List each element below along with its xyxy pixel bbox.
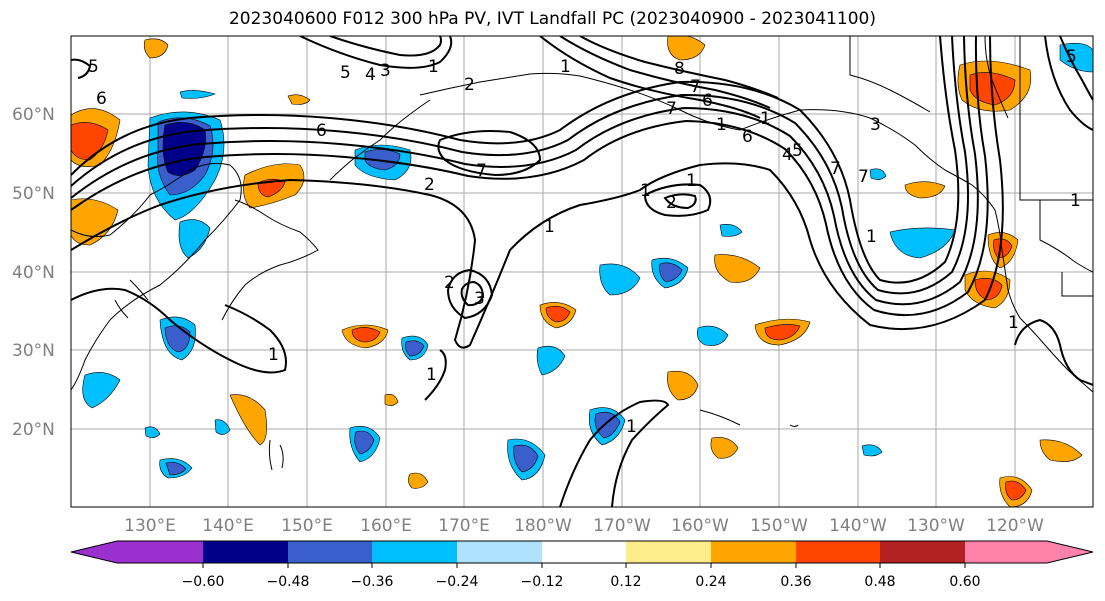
contour-label: 1 <box>1070 191 1081 211</box>
lon-label: 150°E <box>281 516 333 536</box>
contour-label: 2 <box>444 273 455 293</box>
colorbar-tick-label: 0.12 <box>610 574 641 590</box>
contour-labels: 5 6 5 4 3 1 2 6 7 6 8 7 6 4 5 2 1 7 1 2 … <box>88 47 1081 437</box>
colorbar-tick-label: 0.24 <box>695 574 726 590</box>
lat-label-60n: 60°N <box>12 105 55 125</box>
contour-label: 7 <box>476 161 487 181</box>
colorbar-segment <box>965 541 1047 563</box>
colorbar-segment <box>1047 541 1093 563</box>
graticule <box>71 36 1093 507</box>
colorbar-tick-label: −0.12 <box>521 574 564 590</box>
contour-label: 1 <box>640 181 651 201</box>
contour-label: 1 <box>560 57 571 77</box>
pv-fill-positive <box>71 36 1083 507</box>
contour-label: 1 <box>716 115 727 135</box>
colorbar-tick-label: −0.48 <box>267 574 310 590</box>
lat-label-30n: 30°N <box>12 341 55 361</box>
contour-label: 3 <box>380 61 391 81</box>
contour-label: 7 <box>666 99 677 119</box>
lon-label: 130°E <box>124 516 176 536</box>
map-frame <box>70 35 1094 508</box>
colorbar-segment <box>711 541 796 563</box>
colorbar-segment <box>626 541 711 563</box>
contour-label: 3 <box>870 115 881 135</box>
lat-label-40n: 40°N <box>12 263 55 283</box>
colorbar-segment <box>71 541 117 563</box>
colorbar-segment <box>372 541 457 563</box>
colorbar-segment <box>796 541 880 563</box>
contour-label: 2 <box>464 75 475 95</box>
contour-label: 5 <box>792 141 803 161</box>
colorbar-tick-label: 0.48 <box>864 574 895 590</box>
colorbar-segment <box>880 541 965 563</box>
colorbar-tick-label: −0.24 <box>436 574 479 590</box>
contour-label: 2 <box>666 193 677 213</box>
lon-label: 160°W <box>671 516 729 536</box>
contour-label: 5 <box>88 57 99 77</box>
pv-contours <box>71 36 1093 507</box>
contour-label: 4 <box>365 65 376 85</box>
colorbar-tick-label: −0.60 <box>182 574 225 590</box>
colorbar-outline <box>70 540 1094 564</box>
contour-label: 8 <box>674 59 685 79</box>
contour-label: 1 <box>428 57 439 77</box>
contour-label: 3 <box>474 289 485 309</box>
colorbar-segment <box>203 541 288 563</box>
longitude-labels: 130°E 140°E 150°E 160°E 170°E 180°W 170°… <box>124 516 1044 536</box>
colorbar-segment <box>288 541 372 563</box>
contour-label: 1 <box>626 417 637 437</box>
coastlines <box>71 36 1093 471</box>
contour-label: 1 <box>760 109 771 129</box>
contour-label: 6 <box>316 121 327 141</box>
lon-label: 160°E <box>360 516 412 536</box>
contour-label: 1 <box>1008 313 1019 333</box>
lat-label-20n: 20°N <box>12 420 55 440</box>
contour-label: 7 <box>690 77 701 97</box>
lon-label: 130°W <box>907 516 965 536</box>
colorbar-tick-label: 0.36 <box>780 574 811 590</box>
contour-label: 1 <box>426 365 437 385</box>
lon-label: 140°E <box>202 516 254 536</box>
lon-label: 150°W <box>750 516 808 536</box>
contour-label: 2 <box>424 175 435 195</box>
contour-label: 6 <box>96 89 107 109</box>
lon-label: 170°E <box>438 516 490 536</box>
latitude-labels: 60°N 50°N 40°N 30°N 20°N <box>12 105 55 440</box>
lon-label: 120°W <box>986 516 1044 536</box>
pv-fill-negative <box>82 43 1093 481</box>
colorbar-tick-label: 0.60 <box>949 574 980 590</box>
contour-label: 1 <box>544 217 555 237</box>
contour-label: 1 <box>686 171 697 191</box>
colorbar-segment <box>457 541 542 563</box>
colorbar-segment <box>542 541 626 563</box>
contour-label: 5 <box>340 63 351 83</box>
lon-label: 140°W <box>829 516 887 536</box>
contour-label: 7 <box>830 159 841 179</box>
contour-label: 1 <box>268 345 279 365</box>
map-title: 2023040600 F012 300 hPa PV, IVT Landfall… <box>228 9 876 29</box>
contour-label: 1 <box>866 227 877 247</box>
colorbar-segment <box>117 541 203 563</box>
lon-label: 170°W <box>593 516 651 536</box>
contour-label: 5 <box>1066 47 1077 67</box>
contour-label: 4 <box>782 145 793 165</box>
colorbar: −0.60 −0.48 −0.36 −0.24 −0.12 0.12 0.24 … <box>70 540 1094 590</box>
lat-label-50n: 50°N <box>12 184 55 204</box>
contour-label: 6 <box>702 91 713 111</box>
lon-label: 180°W <box>514 516 572 536</box>
contour-label: 6 <box>742 127 753 147</box>
contour-label: 7 <box>858 167 869 187</box>
colorbar-tick-label: −0.36 <box>351 574 394 590</box>
